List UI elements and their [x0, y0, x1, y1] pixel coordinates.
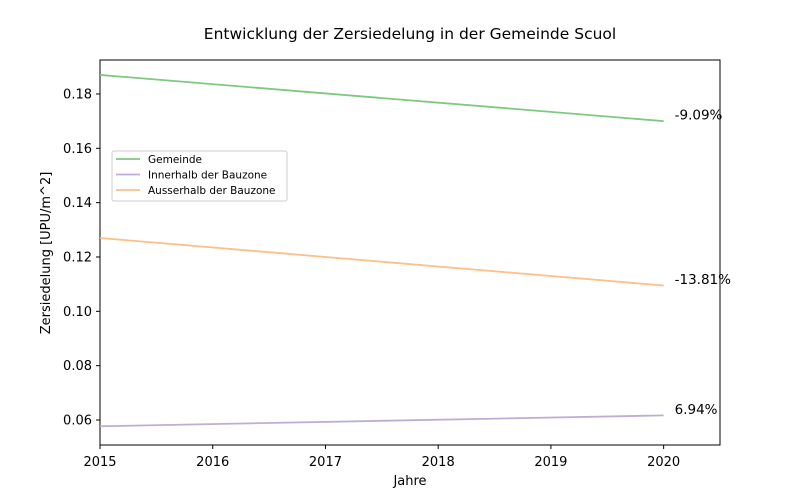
end-labels: -9.09% 6.94% -13.81% [675, 108, 732, 418]
legend-box [111, 150, 288, 202]
y-tick-label: 0.18 [63, 87, 92, 102]
y-axis-label: Zersiedelung [UPU/m^2] [39, 172, 54, 335]
plot-area [99, 59, 721, 446]
x-axis-label: Jahre [392, 474, 426, 489]
legend: Gemeinde Innerhalb der Bauzone Ausserhalb … [111, 150, 288, 202]
x-tick-label: 2018 [422, 455, 455, 470]
y-tick-label: 0.06 [63, 414, 92, 429]
series-end-label: -9.09% [675, 108, 723, 124]
series-line-1 [99, 414, 664, 428]
y-axis: 0.06 0.08 0.10 0.12 0.14 0.16 0.18 [63, 87, 100, 429]
y-tick-label: 0.14 [63, 196, 92, 211]
series-end-label: 6.94% [675, 402, 718, 418]
plot-frame [99, 59, 721, 446]
legend-item-label: Innerhalb der Bauzone [148, 169, 267, 181]
legend-item-label: Gemeinde [148, 154, 202, 166]
y-tick-label: 0.08 [63, 359, 92, 374]
series-end-label: -13.81% [675, 272, 732, 288]
y-tick-label: 0.10 [63, 305, 92, 320]
x-tick-label: 2020 [647, 455, 680, 470]
x-tick-label: 2017 [309, 455, 342, 470]
y-tick-label: 0.12 [63, 250, 92, 265]
series-line-2 [99, 237, 664, 287]
y-tick-label: 0.16 [63, 142, 92, 157]
x-tick-label: 2016 [196, 455, 229, 470]
series-lines [99, 74, 664, 428]
series-line-0 [99, 74, 664, 123]
legend-item-label: Ausserhalb der Bauzone [148, 185, 276, 197]
chart-title: Entwicklung der Zersiedelung in der Geme… [204, 25, 616, 43]
x-tick-label: 2015 [83, 455, 116, 470]
x-axis: 2015 2016 2017 2018 2019 2020 [83, 445, 680, 470]
x-tick-label: 2019 [534, 455, 567, 470]
